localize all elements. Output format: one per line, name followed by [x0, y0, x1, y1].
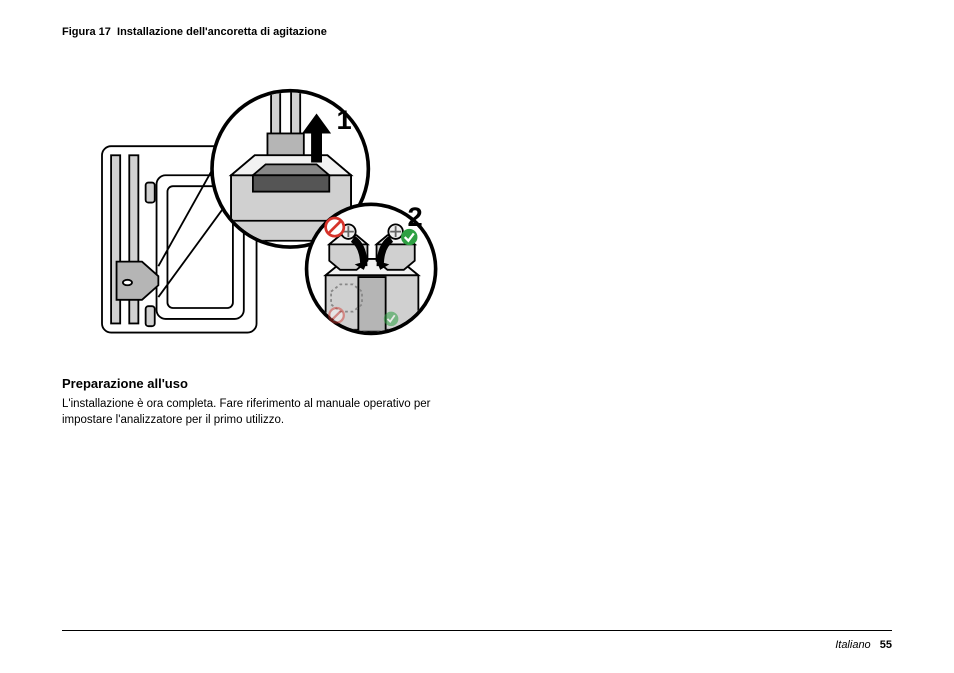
installation-diagram: 1 2 — [62, 48, 462, 358]
footer-rule — [62, 630, 892, 631]
step-2-label: 2 — [407, 201, 422, 232]
left-column: Figura 17 Installazione dell'ancoretta d… — [62, 26, 462, 428]
diagram-svg: 1 2 — [62, 48, 462, 348]
step-1-label: 1 — [337, 104, 352, 135]
page-footer: Italiano 55 — [835, 639, 892, 651]
figure-number: Figura 17 — [62, 26, 111, 38]
ok-icon-faded — [384, 312, 399, 327]
manual-page: Figura 17 Installazione dell'ancoretta d… — [0, 0, 954, 673]
section-heading: Preparazione all'uso — [62, 376, 462, 391]
prohibit-icon — [326, 218, 344, 236]
section-body: L'installazione è ora completa. Fare rif… — [62, 397, 462, 428]
footer-language: Italiano — [835, 639, 870, 651]
figure-title: Installazione dell'ancoretta di agitazio… — [117, 26, 327, 38]
figure-caption: Figura 17 Installazione dell'ancoretta d… — [62, 26, 462, 38]
footer-page-number: 55 — [880, 639, 892, 651]
prohibit-icon-faded — [329, 308, 344, 323]
